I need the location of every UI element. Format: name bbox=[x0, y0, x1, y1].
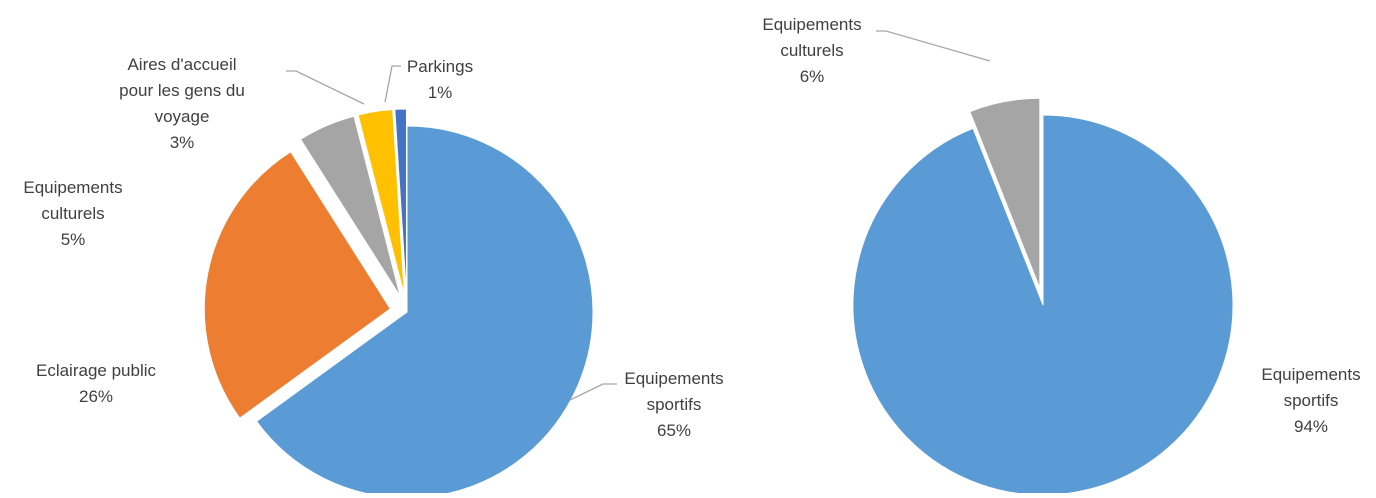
leader-line-parkings bbox=[384, 65, 401, 103]
leader-line-equipements-sportifs bbox=[569, 383, 617, 401]
pie-slice-equipements-sportifs bbox=[852, 114, 1234, 496]
data-label-equipements-culturels: Equipements culturels 5% bbox=[23, 178, 122, 249]
data-label-equipements-culturels: Equipements culturels 6% bbox=[762, 15, 861, 86]
pie-slice-equipements-culturels bbox=[299, 115, 401, 297]
pie-slice-equipements-sportifs bbox=[255, 125, 594, 498]
pie-slice-parkings bbox=[394, 108, 407, 296]
pie-chart-left: Equipements sportifs 65% Eclairage public 26… bbox=[23, 55, 724, 498]
pie-slice-equipements-culturels bbox=[969, 97, 1041, 289]
pie-slice-eclairage-public bbox=[203, 151, 391, 419]
leader-line-aires-d-accueil-pour-les-gens-du-voyage bbox=[286, 70, 365, 105]
data-label-parkings: Parkings 1% bbox=[407, 57, 473, 102]
data-label-aires-d-accueil-pour-les-gens-du-voyage: Aires d'accueil pour les gens du voyage 3% bbox=[119, 55, 245, 152]
leader-line-equipements-culturels bbox=[876, 30, 991, 62]
data-label-equipements-sportifs: Equipements sportifs 94% bbox=[1261, 365, 1360, 436]
data-label-equipements-sportifs: Equipements sportifs 65% bbox=[624, 369, 723, 440]
pie-slice-aires-d-accueil-pour-les-gens-du-voyage bbox=[357, 109, 405, 296]
pie-chart-right: Equipements sportifs 94% Equipements culture… bbox=[762, 15, 1361, 496]
data-label-eclairage-public: Eclairage public 26% bbox=[36, 361, 157, 406]
